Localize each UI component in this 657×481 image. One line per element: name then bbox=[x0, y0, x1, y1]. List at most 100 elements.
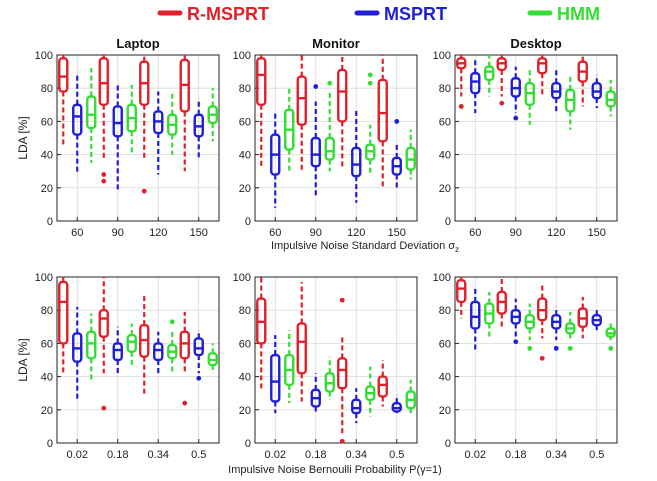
x-tick-label: 60 bbox=[469, 227, 481, 239]
box-iqr bbox=[58, 280, 69, 345]
y-tick-label: 20 bbox=[439, 183, 451, 195]
box-msprt bbox=[551, 306, 562, 351]
outlier-point bbox=[313, 84, 319, 89]
y-tick-label: 40 bbox=[239, 372, 251, 384]
x-tick-label: 60 bbox=[269, 227, 281, 239]
y-axis-label: LDA [%] bbox=[16, 338, 30, 381]
y-tick-label: 20 bbox=[239, 183, 251, 195]
box-iqr bbox=[310, 136, 321, 168]
outlier-point bbox=[458, 104, 464, 109]
outlier-point bbox=[527, 345, 533, 351]
y-tick-label: 80 bbox=[239, 305, 251, 317]
x-tick-label: 0.5 bbox=[191, 449, 206, 461]
box-msprt bbox=[391, 394, 402, 414]
box-hmm bbox=[405, 129, 416, 180]
y-tick-label: 100 bbox=[433, 50, 451, 62]
panel-1: 0 20 40 60 80 100 60 90 120 150 Monitor bbox=[233, 36, 418, 239]
box-msprt bbox=[310, 373, 321, 414]
axes-frame bbox=[254, 276, 418, 444]
box-r-msprt bbox=[58, 277, 69, 374]
x-tick-label: 90 bbox=[310, 227, 322, 239]
box-r-msprt bbox=[256, 55, 267, 168]
box-iqr bbox=[126, 333, 137, 353]
box-hmm bbox=[365, 72, 376, 175]
box-hmm bbox=[86, 313, 97, 382]
box-msprt bbox=[510, 298, 521, 345]
x-tick-label: 0.5 bbox=[589, 449, 604, 461]
outlier-point bbox=[608, 345, 614, 351]
box-iqr bbox=[296, 322, 307, 375]
box-hmm bbox=[605, 323, 616, 351]
box-iqr bbox=[193, 337, 204, 357]
x-tick-label: 120 bbox=[347, 227, 365, 239]
outlier-point bbox=[101, 172, 107, 177]
box-r-msprt bbox=[496, 55, 507, 106]
y-tick-label: 80 bbox=[41, 305, 53, 317]
y-tick-label: 40 bbox=[41, 372, 53, 384]
panels: 0 20 40 60 80 100 60 90 120 150 Laptop LDA [%] 0 20 40… bbox=[16, 36, 618, 461]
outlier-point bbox=[553, 345, 559, 351]
x-tick-label: 120 bbox=[547, 227, 565, 239]
x-tick-label: 0.18 bbox=[305, 449, 326, 461]
panel-3: 0 20 40 60 80 100 0.02 0.18 0.34 0.5 LDA [%] bbox=[16, 272, 220, 461]
box-r-msprt bbox=[456, 277, 467, 319]
box-hmm bbox=[565, 76, 576, 130]
box-hmm bbox=[565, 311, 576, 351]
x-tick-label: 150 bbox=[588, 227, 606, 239]
box-r-msprt bbox=[58, 55, 69, 147]
legend-label-hmm: HMM bbox=[557, 4, 600, 24]
box-iqr bbox=[179, 330, 190, 360]
box-r-msprt bbox=[337, 55, 348, 168]
box-r-msprt bbox=[577, 55, 588, 107]
box-hmm bbox=[524, 303, 535, 351]
box-iqr bbox=[98, 309, 109, 338]
box-iqr bbox=[377, 78, 388, 143]
y-tick-label: 80 bbox=[41, 83, 53, 95]
y-tick-label: 100 bbox=[35, 50, 53, 62]
outlier-point bbox=[182, 400, 188, 406]
box-hmm bbox=[126, 84, 137, 155]
x-tick-label: 0.02 bbox=[67, 449, 88, 461]
y-tick-label: 20 bbox=[41, 405, 53, 417]
box-iqr bbox=[296, 75, 307, 126]
y-tick-label: 60 bbox=[239, 338, 251, 350]
y-tick-label: 20 bbox=[239, 405, 251, 417]
box-hmm bbox=[207, 343, 218, 374]
box-r-msprt bbox=[139, 293, 150, 397]
x-tick-label: 0.34 bbox=[346, 449, 367, 461]
y-tick-label: 0 bbox=[245, 216, 251, 228]
panel-0: 0 20 40 60 80 100 60 90 120 150 Laptop LDA [%] bbox=[16, 36, 220, 239]
outlier-point bbox=[367, 72, 373, 78]
x-tick-label: 0.34 bbox=[148, 449, 169, 461]
box-hmm bbox=[405, 379, 416, 414]
box-iqr bbox=[86, 330, 97, 360]
box-iqr bbox=[470, 300, 481, 330]
box-iqr bbox=[537, 57, 548, 75]
box-iqr bbox=[86, 95, 97, 130]
box-hmm bbox=[365, 366, 376, 417]
box-hmm bbox=[284, 330, 295, 404]
row1-x-axis-label: Impulsive Noise Standard Deviation σz bbox=[271, 240, 459, 254]
y-tick-label: 0 bbox=[445, 438, 451, 450]
y-tick-label: 20 bbox=[41, 183, 53, 195]
outlier-point bbox=[513, 339, 519, 345]
box-msprt bbox=[72, 306, 83, 402]
box-iqr bbox=[351, 398, 362, 415]
y-tick-label: 0 bbox=[245, 438, 251, 450]
box-iqr bbox=[456, 279, 467, 304]
box-iqr bbox=[98, 57, 109, 106]
box-r-msprt bbox=[179, 55, 190, 172]
panel-title: Laptop bbox=[116, 36, 159, 51]
axes-frame bbox=[254, 54, 418, 222]
box-iqr bbox=[377, 375, 388, 398]
y-tick-label: 0 bbox=[445, 216, 451, 228]
x-tick-label: 0.02 bbox=[265, 449, 286, 461]
box-msprt bbox=[112, 326, 123, 374]
y-tick-label: 60 bbox=[439, 116, 451, 128]
box-msprt bbox=[551, 69, 562, 112]
box-msprt bbox=[72, 74, 83, 175]
legend-label-msprt: MSPRT bbox=[384, 4, 447, 24]
box-iqr bbox=[112, 105, 123, 138]
axes-frame bbox=[454, 54, 618, 222]
box-r-msprt bbox=[456, 55, 467, 109]
